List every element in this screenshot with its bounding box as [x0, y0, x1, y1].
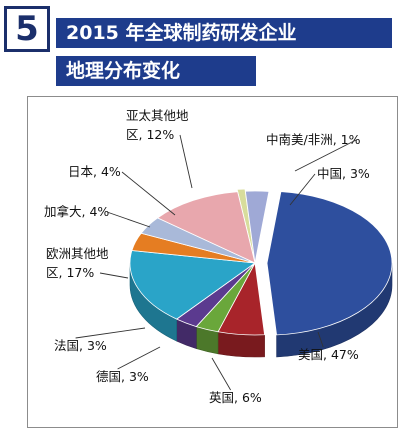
slice-label-中南美-非洲: 中南美/非洲, 1% — [266, 132, 361, 147]
chart-title-line-2: 地理分布变化 — [56, 56, 256, 86]
slice-label-亚太其他地区-line-1: 亚太其他地 — [126, 108, 189, 123]
slice-label-德国: 德国, 3% — [96, 369, 149, 384]
section-number-badge: 5 — [4, 6, 50, 52]
pie-slice-亚太其他地区 — [156, 191, 256, 264]
header: 5 2015 年全球制药研发企业 地理分布变化 — [0, 0, 412, 90]
pie-slice-美国 — [266, 191, 393, 336]
leader-line-英国 — [211, 357, 231, 391]
leader-line-中国 — [289, 173, 316, 206]
slice-label-加拿大: 加拿大, 4% — [44, 204, 109, 219]
pie-slice-side-英国 — [217, 331, 265, 358]
leader-line-亚太其他地区 — [179, 134, 193, 189]
leader-line-德国 — [117, 346, 161, 370]
leader-line-法国 — [75, 327, 146, 339]
slice-label-欧洲其他地区-line-1: 欧洲其他地 — [46, 246, 109, 261]
leader-line-中南美-非洲 — [294, 139, 357, 172]
leader-line-加拿大 — [106, 211, 151, 228]
slice-label-中国: 中国, 3% — [317, 166, 370, 181]
leader-line-美国 — [317, 331, 324, 348]
slice-label-欧洲其他地区-line-2: 区, 17% — [46, 265, 94, 280]
slice-label-美国: 美国, 47% — [298, 347, 359, 362]
pie-top-layer — [129, 188, 393, 336]
leader-line-欧洲其他地区 — [99, 272, 129, 279]
leader-line-日本 — [121, 171, 176, 216]
chart-title-line-1: 2015 年全球制药研发企业 — [56, 18, 392, 48]
slice-label-英国: 英国, 6% — [209, 390, 262, 405]
pie-slice-欧洲其他地区 — [129, 250, 257, 320]
pie-slice-中国 — [244, 190, 270, 264]
slice-label-亚太其他地区-line-2: 区, 12% — [126, 127, 174, 142]
slice-label-日本: 日本, 4% — [68, 164, 121, 179]
slice-label-法国: 法国, 3% — [54, 338, 107, 353]
